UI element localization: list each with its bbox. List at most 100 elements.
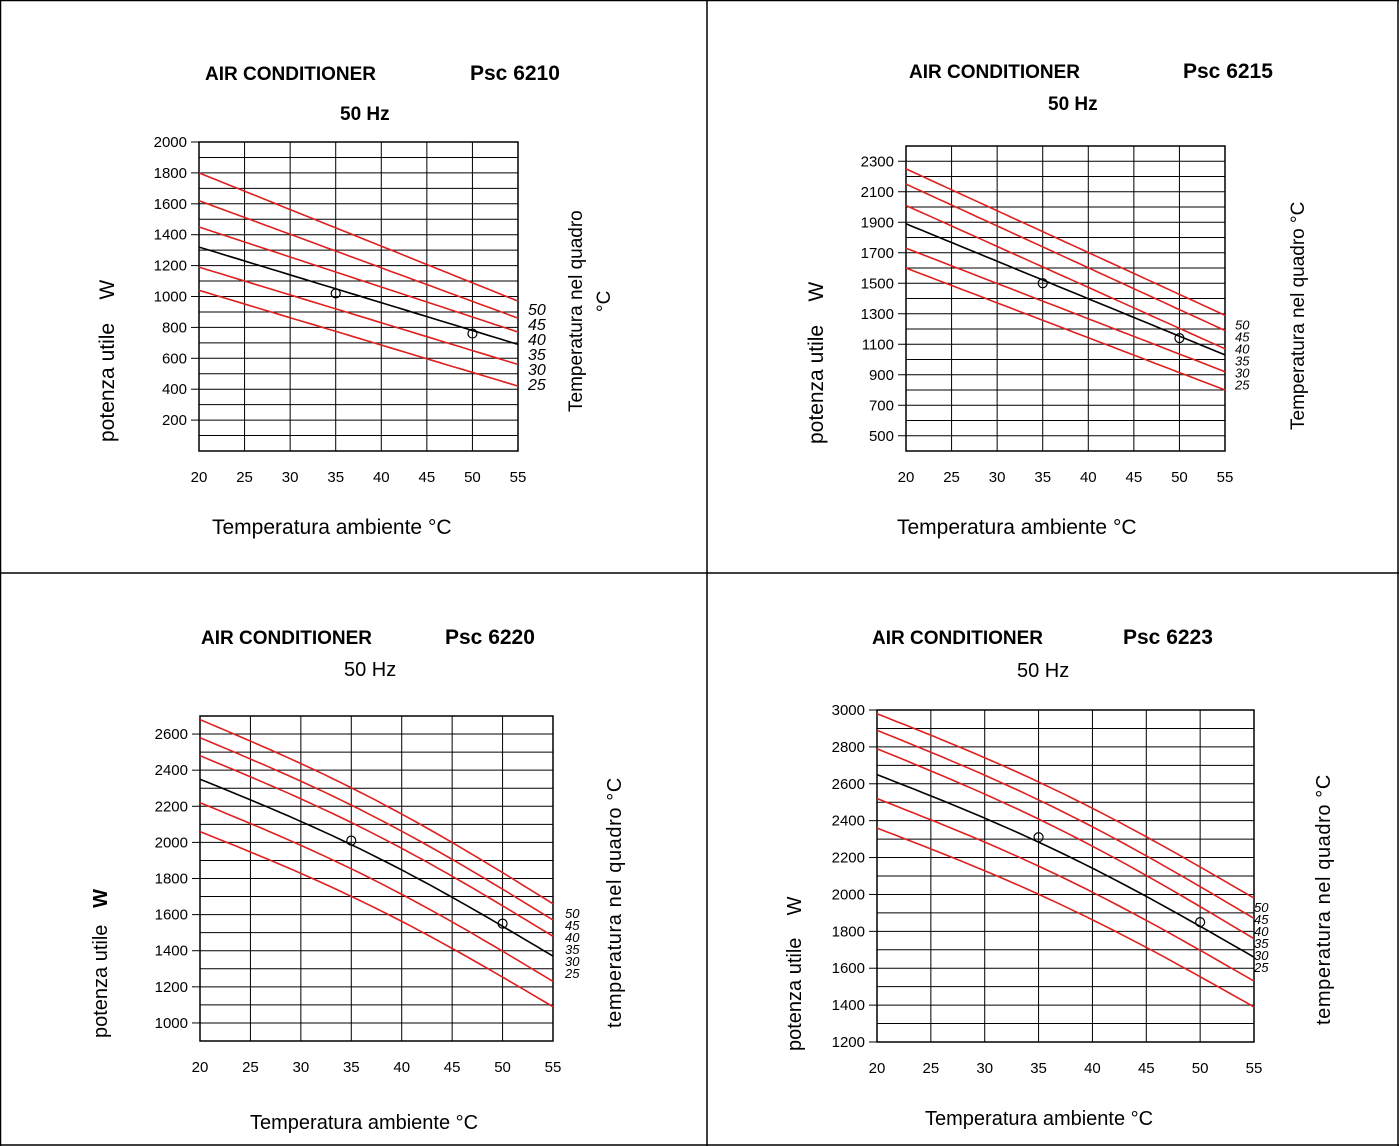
series-label-35: 35 bbox=[1235, 353, 1250, 368]
x-tick-label: 50 bbox=[1171, 469, 1188, 486]
operating-point-marker bbox=[1174, 333, 1185, 344]
chart-plot: 1200 1400 1600 1800 2000 2200 2400 2600 2800 3000… bbox=[832, 702, 1270, 1077]
x-tick-label: 50 bbox=[494, 1059, 511, 1076]
series-line-35 bbox=[876, 773, 1255, 958]
series-label-25: 25 bbox=[1253, 960, 1269, 975]
series-label-30: 30 bbox=[528, 362, 546, 379]
y-tick-label: 1200 bbox=[832, 1034, 865, 1051]
x-tick-label: 55 bbox=[510, 469, 527, 486]
x-tick-label: 35 bbox=[327, 469, 344, 486]
chart-title: AIR CONDITIONER bbox=[205, 64, 376, 85]
y-tick-label: 1000 bbox=[155, 1015, 188, 1032]
operating-point-marker bbox=[497, 918, 508, 929]
grid bbox=[198, 141, 519, 452]
y-tick-label: 400 bbox=[162, 381, 187, 398]
x-axis-label: Temperatura ambiente °C bbox=[250, 1112, 479, 1134]
x-tick-label: 45 bbox=[419, 469, 436, 486]
y-tick-label: 1300 bbox=[861, 306, 894, 323]
chart-frequency: 50 Hz bbox=[340, 104, 390, 125]
series-line-35 bbox=[199, 778, 554, 957]
series-label-25: 25 bbox=[1234, 377, 1250, 392]
grid bbox=[905, 145, 1226, 452]
y-tick-label: 1800 bbox=[155, 871, 188, 888]
x-tick-label: 35 bbox=[343, 1059, 360, 1076]
x-tick-label: 50 bbox=[1192, 1060, 1209, 1077]
x-tick-label: 40 bbox=[393, 1059, 410, 1076]
series-label-35: 35 bbox=[1254, 936, 1269, 951]
series-line-30 bbox=[198, 289, 519, 387]
y-tick-label: 2000 bbox=[154, 134, 187, 151]
series-label-40: 40 bbox=[1235, 341, 1250, 356]
series-line-50 bbox=[876, 712, 1255, 899]
y-tick-label: 2200 bbox=[155, 798, 188, 815]
x-tick-label: 40 bbox=[373, 469, 390, 486]
x-tick-label: 55 bbox=[1217, 469, 1234, 486]
series-label-50: 50 bbox=[565, 906, 580, 921]
x-tick-label: 40 bbox=[1080, 469, 1097, 486]
series-line-50 bbox=[905, 168, 1226, 317]
y-tick-label: 1400 bbox=[155, 943, 188, 960]
series-line-30 bbox=[876, 797, 1255, 982]
chart-model: Psc 6215 bbox=[1183, 60, 1273, 83]
series-label-45: 45 bbox=[565, 918, 580, 933]
x-tick-label: 30 bbox=[293, 1059, 310, 1076]
series-label-35: 35 bbox=[528, 347, 546, 364]
chart-panel-psc-6223: AIR CONDITIONER Psc 6223 50 Hz Temperatu… bbox=[707, 573, 1399, 1146]
series-line-45 bbox=[198, 199, 519, 319]
y-tick-label: 2600 bbox=[155, 726, 188, 743]
chart-panel-psc-6220: AIR CONDITIONER Psc 6220 50 Hz Temperatu… bbox=[0, 573, 707, 1146]
y-tick-label: 1500 bbox=[861, 275, 894, 292]
y-tick-label: 1400 bbox=[154, 227, 187, 244]
series-label-30: 30 bbox=[565, 954, 580, 969]
series-label-30: 30 bbox=[1235, 365, 1250, 380]
series-line-30 bbox=[199, 801, 554, 983]
series-line-25 bbox=[198, 226, 519, 333]
y-tick-label: 2400 bbox=[155, 762, 188, 779]
series-line-40 bbox=[905, 204, 1226, 350]
y-tick-label: 2100 bbox=[861, 184, 894, 201]
series-line-35 bbox=[198, 266, 519, 366]
y-tick-label: 900 bbox=[869, 367, 894, 384]
chart-model: Psc 6223 bbox=[1123, 626, 1213, 649]
chart-panel-psc-6210: AIR CONDITIONER Psc 6210 50 Hz Temperatu… bbox=[0, 0, 707, 573]
chart-plot: 200 400 600 800 1000 1200 1400 1600 1800 2000 20 25… bbox=[154, 134, 546, 486]
y-tick-label: 1800 bbox=[832, 923, 865, 940]
series-line-40 bbox=[198, 246, 519, 346]
y-tick-label: 1100 bbox=[862, 336, 894, 353]
series-label-50: 50 bbox=[1254, 900, 1269, 915]
chart-frequency: 50 Hz bbox=[344, 659, 397, 681]
x-tick-label: 20 bbox=[191, 469, 208, 486]
x-tick-label: 45 bbox=[1138, 1060, 1155, 1077]
y-tick-label: 3000 bbox=[832, 702, 865, 719]
operating-point-marker bbox=[1033, 832, 1044, 843]
y-tick-label: 2000 bbox=[155, 834, 188, 851]
x-axis-label: Temperatura ambiente °C bbox=[212, 516, 452, 539]
chart-title: AIR CONDITIONER bbox=[909, 62, 1080, 83]
chart-panel-psc-6215: AIR CONDITIONER Psc 6215 50 Hz Temperatu… bbox=[707, 0, 1399, 573]
y-tick-label: 2600 bbox=[832, 776, 865, 793]
y-tick-label: 1900 bbox=[861, 214, 894, 231]
x-tick-label: 20 bbox=[192, 1059, 209, 1076]
chart-frequency: 50 Hz bbox=[1017, 660, 1070, 682]
x-tick-label: 20 bbox=[869, 1060, 886, 1077]
series-line-45 bbox=[876, 729, 1255, 920]
y-tick-label: 1200 bbox=[154, 258, 187, 275]
x-tick-label: 30 bbox=[976, 1060, 993, 1077]
y-tick-label: 500 bbox=[869, 428, 894, 445]
x-axis-label: Temperatura ambiente °C bbox=[897, 516, 1137, 539]
x-tick-label: 45 bbox=[444, 1059, 461, 1076]
y-tick-label: 2000 bbox=[832, 886, 865, 903]
series-label-45: 45 bbox=[1254, 912, 1269, 927]
series-line-50 bbox=[198, 172, 519, 302]
chart-plot: 500 700 900 1100 1300 1500 1700 1900 2100 2300 20 2… bbox=[861, 145, 1250, 486]
operating-point-marker bbox=[467, 328, 478, 339]
grid bbox=[876, 709, 1255, 1043]
series-label-35: 35 bbox=[565, 942, 580, 957]
y-tick-label: 200 bbox=[162, 412, 187, 429]
chart-plot: 1000 1200 1400 1600 1800 2000 2200 2400 2600 20 25… bbox=[155, 715, 580, 1076]
x-tick-label: 50 bbox=[464, 469, 481, 486]
y-tick-label: 1000 bbox=[154, 289, 187, 306]
x-tick-label: 30 bbox=[989, 469, 1006, 486]
operating-point-marker bbox=[1195, 917, 1206, 928]
chart-model: Psc 6220 bbox=[445, 626, 535, 649]
